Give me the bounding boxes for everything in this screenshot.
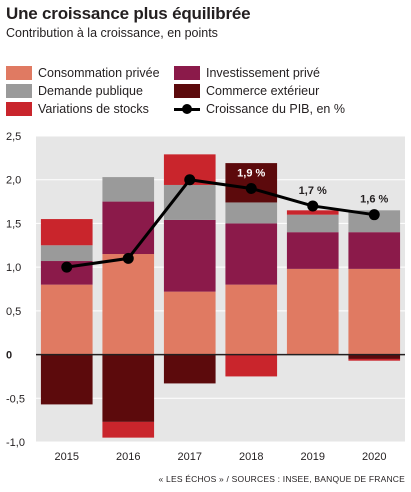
bar-segment xyxy=(348,210,401,233)
x-tick-label: 2016 xyxy=(116,451,140,463)
bar-segment xyxy=(225,284,278,355)
legend-item-consommation: Consommation privée xyxy=(6,66,160,80)
legend-item-demande: Demande publique xyxy=(6,84,143,98)
bar-segment xyxy=(348,354,401,359)
bar-segment xyxy=(102,177,155,202)
bar-segment xyxy=(286,232,339,269)
bar-segment xyxy=(102,254,155,355)
bar-segment xyxy=(40,284,93,355)
legend-swatch-stocks xyxy=(6,102,32,116)
y-tick-label: 1,5 xyxy=(6,218,21,230)
bar-segment xyxy=(286,268,339,355)
bar-segment xyxy=(286,210,339,215)
bar-segment xyxy=(102,354,155,422)
legend-item-investissement: Investissement privé xyxy=(174,66,320,80)
bar-segment xyxy=(40,354,93,405)
legend-label-investissement: Investissement privé xyxy=(206,66,320,80)
bar-segment xyxy=(225,163,278,203)
legend-label-pib: Croissance du PIB, en % xyxy=(206,102,345,116)
bar-segment xyxy=(225,223,278,285)
y-tick-label: 1,0 xyxy=(6,262,21,274)
bar-segment xyxy=(102,421,155,438)
y-tick-label: -0,5 xyxy=(6,393,25,405)
chart-subtitle: Contribution à la croissance, en points xyxy=(6,26,218,40)
legend-label-demande: Demande publique xyxy=(38,84,143,98)
legend-label-consommation: Consommation privée xyxy=(38,66,160,80)
chart-title: Une croissance plus équilibrée xyxy=(6,4,251,23)
bar-segment xyxy=(163,354,216,384)
bar-segment xyxy=(163,291,216,355)
bar-segment xyxy=(40,261,93,285)
legend-swatch-investissement xyxy=(174,66,200,80)
gdp-point xyxy=(61,261,73,273)
y-tick-label: 0,5 xyxy=(6,306,21,318)
bar-segment xyxy=(225,202,278,224)
source-note: « LES ÉCHOS » / SOURCES : INSEE, BANQUE … xyxy=(158,474,405,484)
bar-segment xyxy=(102,201,155,255)
legend-swatch-consommation xyxy=(6,66,32,80)
legend-item-pib: Croissance du PIB, en % xyxy=(174,102,345,116)
bar-segment xyxy=(40,245,93,262)
gdp-point xyxy=(122,252,134,264)
x-tick-label: 2015 xyxy=(55,451,79,463)
bar-segment xyxy=(225,354,278,377)
gdp-point xyxy=(184,174,196,186)
y-tick-label: 2,0 xyxy=(6,175,21,187)
legend-line-marker xyxy=(174,102,200,116)
bar-segment xyxy=(348,232,401,269)
y-tick-label: 0 xyxy=(6,350,12,362)
bar-segment xyxy=(348,268,401,355)
legend-item-stocks: Variations de stocks xyxy=(6,102,149,116)
gdp-point xyxy=(307,200,319,212)
legend-item-commerce: Commerce extérieur xyxy=(174,84,319,98)
legend-swatch-commerce xyxy=(174,84,200,98)
x-tick-label: 2018 xyxy=(239,451,263,463)
x-tick-label: 2019 xyxy=(301,451,325,463)
x-tick-label: 2020 xyxy=(362,451,386,463)
gdp-data-label: 1,9 % xyxy=(237,167,265,179)
bar-segment xyxy=(286,214,339,233)
legend-label-commerce: Commerce extérieur xyxy=(206,84,320,98)
bar-segment xyxy=(163,219,216,292)
y-tick-label: 2,5 xyxy=(6,131,21,143)
gdp-point xyxy=(245,182,257,194)
plot-background xyxy=(36,136,405,442)
y-tick-label: -1,0 xyxy=(6,437,25,449)
gdp-line xyxy=(66,178,375,269)
bar-segment xyxy=(348,358,401,361)
x-tick-label: 2017 xyxy=(178,451,202,463)
stacked-bar-chart: 2,5 2,0 1,5 1,0 0,5 0 -0,5 -1,0 2015 2016 2017 2018… xyxy=(6,131,405,463)
gdp-data-label: 1,6 % xyxy=(360,194,388,206)
gdp-point xyxy=(368,209,380,221)
gdp-data-label: 1,7 % xyxy=(299,185,327,197)
legend-label-stocks: Variations de stocks xyxy=(38,102,149,116)
bar-segment xyxy=(40,219,93,246)
legend-swatch-demande xyxy=(6,84,32,98)
